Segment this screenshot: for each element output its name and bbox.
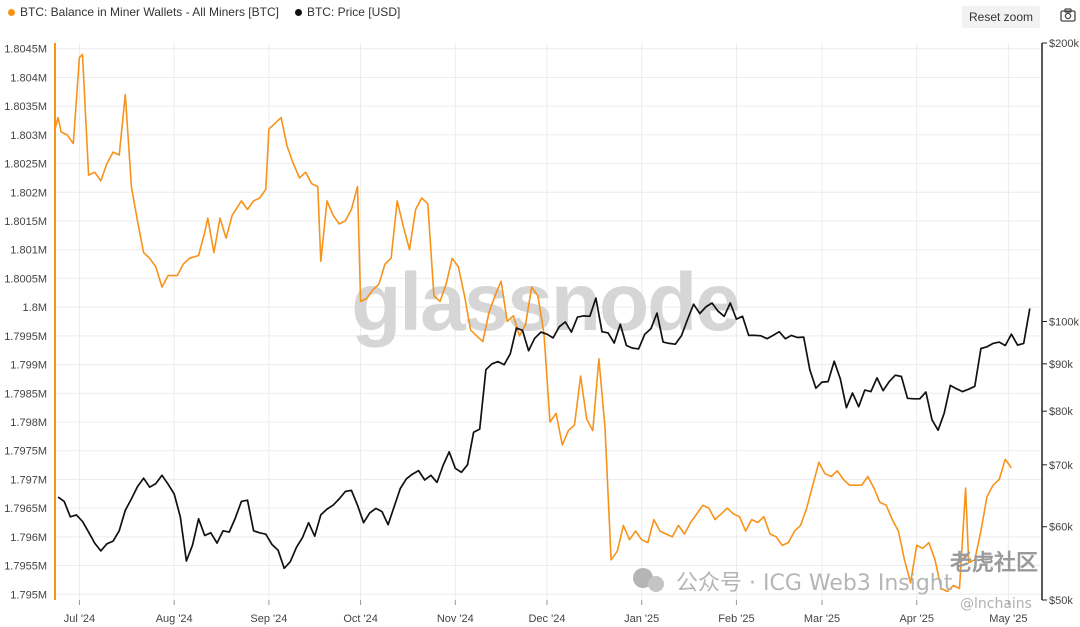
watermark-brand: glassnode bbox=[351, 257, 739, 348]
right-tick-label: $90k bbox=[1049, 359, 1073, 371]
left-tick-label: 1.804M bbox=[10, 72, 47, 84]
left-tick-label: 1.795M bbox=[10, 589, 47, 601]
right-tick-label: $60k bbox=[1049, 522, 1073, 534]
camera-icon bbox=[1060, 7, 1076, 22]
left-tick-label: 1.8015M bbox=[4, 216, 47, 228]
legend-item-price[interactable]: BTC: Price [USD] bbox=[294, 5, 401, 19]
left-tick-label: 1.7955M bbox=[4, 561, 47, 573]
x-tick-label: Aug '24 bbox=[156, 613, 193, 625]
left-tick-label: 1.8025M bbox=[4, 159, 47, 171]
x-tick-label: May '25 bbox=[989, 613, 1027, 625]
left-tick-label: 1.798M bbox=[10, 417, 47, 429]
left-tick-label: 1.801M bbox=[10, 245, 47, 257]
left-tick-label: 1.796M bbox=[10, 532, 47, 544]
legend-label-balance: BTC: Balance in Miner Wallets - All Mine… bbox=[20, 5, 279, 19]
x-tick-label: Oct '24 bbox=[343, 613, 378, 625]
series-line-balance bbox=[54, 53, 1013, 600]
x-tick-label: Mar '25 bbox=[804, 613, 840, 625]
legend-dot-price bbox=[294, 8, 302, 16]
watermark-wechat-text: 公众号 · ICG Web3 Insight bbox=[676, 571, 953, 596]
legend-item-balance[interactable]: BTC: Balance in Miner Wallets - All Mine… bbox=[8, 5, 279, 19]
watermark-site: 老虎社区 bbox=[949, 550, 1038, 576]
left-tick-label: 1.8045M bbox=[4, 44, 47, 56]
legend-label-price: BTC: Price [USD] bbox=[306, 5, 401, 19]
right-tick-label: $70k bbox=[1049, 460, 1073, 472]
right-axis: $50k $60k $70k $80k $90k $100k $200k bbox=[1042, 38, 1079, 607]
left-tick-label: 1.8005M bbox=[4, 273, 47, 285]
left-tick-label: 1.7975M bbox=[4, 446, 47, 458]
left-tick-label: 1.7995M bbox=[4, 331, 47, 343]
reset-zoom-button[interactable]: Reset zoom bbox=[962, 6, 1040, 28]
left-tick-label: 1.802M bbox=[10, 187, 47, 199]
left-tick-label: 1.799M bbox=[10, 360, 47, 372]
left-tick-label: 1.8035M bbox=[4, 101, 47, 113]
legend-dot-balance bbox=[8, 8, 15, 16]
camera-button[interactable] bbox=[1058, 6, 1078, 26]
left-tick-label: 1.8M bbox=[23, 302, 47, 314]
chart-legend: BTC: Balance in Miner Wallets - All Mine… bbox=[8, 4, 416, 20]
x-tick-label: Sep '24 bbox=[250, 613, 287, 625]
right-tick-label: $200k bbox=[1049, 38, 1079, 50]
left-tick-label: 1.7985M bbox=[4, 388, 47, 400]
left-tick-label: 1.803M bbox=[10, 130, 47, 142]
watermark-handle: @lnchains bbox=[960, 596, 1032, 612]
left-tick-label: 1.7965M bbox=[4, 503, 47, 515]
watermark-wechat: 公众号 · ICG Web3 Insight bbox=[633, 568, 953, 596]
left-axis: 1.795M 1.7955M 1.796M 1.7965M 1.797M 1.7975M 1… bbox=[4, 44, 47, 602]
x-tick-label: Feb '25 bbox=[718, 613, 754, 625]
right-tick-label: $80k bbox=[1049, 406, 1073, 418]
x-tick-label: Nov '24 bbox=[437, 613, 474, 625]
left-tick-label: 1.797M bbox=[10, 474, 47, 486]
x-tick-label: Apr '25 bbox=[899, 613, 934, 625]
x-tick-label: Dec '24 bbox=[528, 613, 565, 625]
right-tick-label: $100k bbox=[1049, 317, 1079, 329]
x-tick-label: Jan '25 bbox=[624, 613, 659, 625]
x-tick-label: Jul '24 bbox=[64, 613, 95, 625]
right-tick-label: $50k bbox=[1049, 595, 1073, 607]
x-axis: Jul '24 Aug '24 Sep '24 Oct '24 Nov '24 Dec '… bbox=[64, 600, 1027, 625]
series-line-price bbox=[57, 297, 1031, 570]
